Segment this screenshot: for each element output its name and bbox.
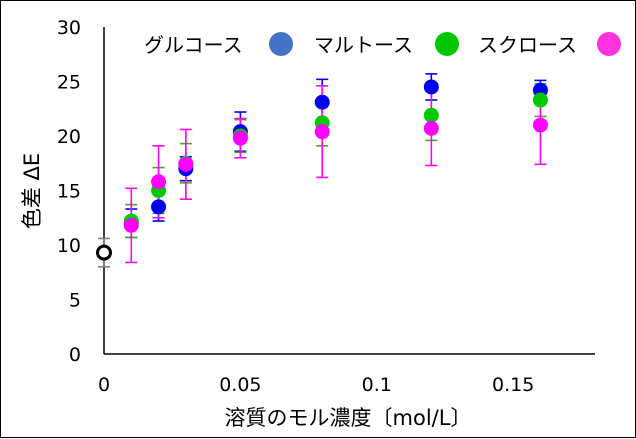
data-point-series-1	[314, 94, 330, 110]
data-point-series-2	[423, 107, 439, 123]
data-point-series-3	[423, 120, 439, 136]
data-point-series-3	[532, 117, 548, 133]
legend-label-series-1: グルコース	[144, 33, 243, 57]
data-point-series-3	[314, 124, 330, 140]
data-point-series-3	[123, 217, 139, 233]
legend-label-series-2: マルトース	[314, 33, 413, 57]
x-tick-label: 0.05	[219, 374, 261, 396]
data-point-series-2	[532, 92, 548, 108]
reference-point	[96, 244, 112, 261]
legend-label-series-3: スクロース	[478, 33, 577, 57]
y-tick-label: 10	[57, 235, 81, 257]
data-points	[96, 79, 548, 261]
x-tick-label: 0	[98, 374, 110, 396]
y-tick-label: 5	[69, 290, 81, 312]
y-tick-label: 0	[69, 344, 81, 366]
data-point-series-3	[151, 174, 167, 190]
data-point-series-1	[423, 79, 439, 95]
y-axis-label: 色差 ΔE	[20, 153, 44, 229]
x-tick-label: 0.1	[362, 374, 392, 396]
x-axis-label: 溶質のモル濃度〔mol/L〕	[225, 406, 472, 430]
axes	[103, 27, 595, 355]
x-tick-label: 0.15	[492, 374, 534, 396]
legend-marker-series-3	[597, 32, 621, 56]
legend-marker-series-2	[435, 32, 459, 56]
y-tick-label: 30	[57, 17, 81, 39]
y-tick-label: 25	[57, 72, 81, 94]
data-point-series-1	[151, 199, 167, 215]
y-tick-label: 20	[57, 126, 81, 148]
legend: グルコース マルトース スクロース	[144, 32, 621, 57]
data-point-series-3	[232, 130, 248, 146]
legend-marker-series-1	[269, 32, 293, 56]
data-point-series-3	[178, 156, 194, 172]
y-tick-labels: 0 5 10 15 20 25 30	[57, 17, 81, 366]
y-tick-label: 15	[57, 181, 81, 203]
x-tick-labels: 0 0.05 0.1 0.15	[98, 374, 534, 396]
